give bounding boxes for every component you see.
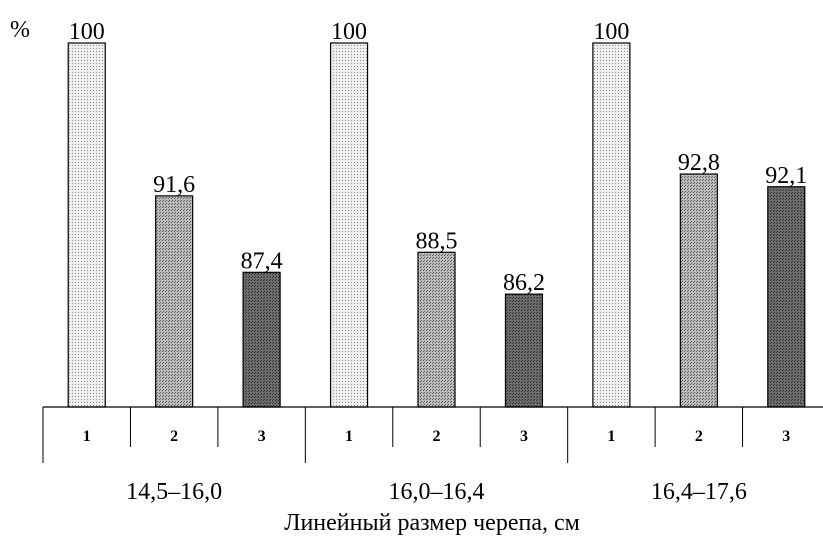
bar-3-3: [767, 186, 806, 408]
bar-value-label: 100: [593, 19, 629, 45]
bar-value-label: 92,8: [678, 150, 720, 176]
bar-category-label: 2: [170, 428, 178, 445]
bar-category-label: 1: [345, 428, 353, 445]
bar-3-2: [679, 173, 718, 408]
bar-1-1: [67, 42, 106, 408]
bar-category-label: 3: [782, 428, 790, 445]
bar-2-3: [504, 293, 544, 408]
bar-value-label: 100: [331, 19, 367, 45]
x-axis-table: 1 2 3 1 2 3 1 2 3 14,5–16,0 16,0–16,4 16,4–17,6: [42, 406, 823, 505]
bar-category-label: 2: [695, 428, 703, 445]
bar-3-1: [592, 42, 631, 408]
bar-category-label: 3: [258, 428, 266, 445]
bar-value-label: 100: [69, 19, 105, 45]
bar-value-label: 91,6: [153, 172, 195, 198]
group-label: 16,0–16,4: [389, 479, 485, 505]
bar-2-1: [329, 42, 369, 408]
y-unit-label: %: [10, 17, 30, 43]
bars-layer: 100 91,6 87,4 100 88,5 86,2 100 92,8 92,1: [67, 19, 807, 408]
group-label: 14,5–16,0: [126, 479, 222, 505]
group-label: 16,4–17,6: [651, 479, 747, 505]
bar-1-3: [242, 271, 281, 408]
bar-category-label: 1: [607, 428, 615, 445]
bar-2-2: [417, 251, 456, 408]
bar-value-label: 87,4: [241, 248, 283, 274]
bar-category-label: 3: [520, 428, 528, 445]
bar-value-label: 88,5: [416, 228, 458, 254]
bar-category-label: 1: [83, 428, 91, 445]
bar-value-label: 92,1: [765, 163, 807, 189]
bar-1-2: [155, 195, 194, 408]
bar-category-label: 2: [433, 428, 441, 445]
bar-value-label: 86,2: [503, 270, 545, 296]
x-axis-title: Линейный размер черепа, см: [284, 510, 580, 536]
